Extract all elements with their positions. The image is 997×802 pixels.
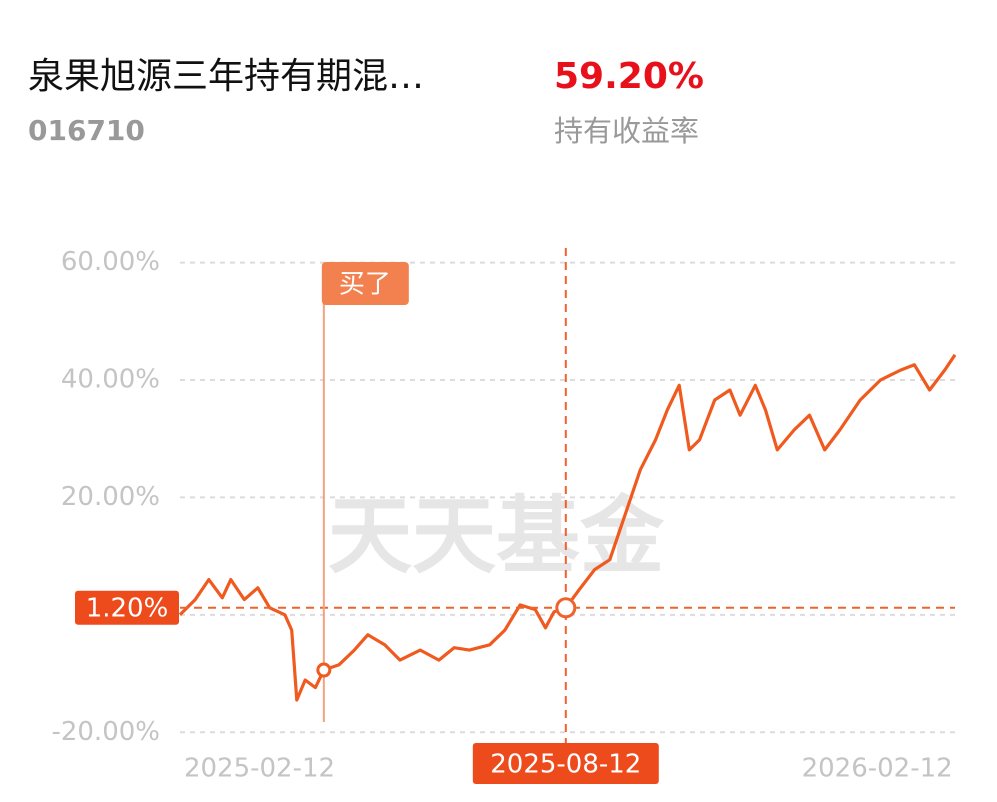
buy-marker-box (321, 262, 409, 305)
y-tick-label: 60.00% (61, 247, 160, 277)
crosshair-value-label: 1.20% (86, 593, 169, 623)
plot: 1.20% 2025-08-12 买了 (75, 248, 957, 784)
return-label: 持有收益率 (554, 114, 699, 148)
fund-code: 016710 (28, 114, 145, 147)
return-value: 59.20% (554, 56, 704, 97)
buy-marker-point (316, 662, 332, 678)
x-tick-label: 2025-02-12 (184, 754, 335, 784)
crosshair-date-box (472, 743, 659, 784)
watermark: 天天基金 (328, 486, 665, 585)
crosshair-date-label: 2025-08-12 (490, 750, 641, 780)
fund-title: 泉果旭源三年持有期混… (28, 56, 424, 97)
y-tick-label: -20.00% (51, 717, 160, 747)
line-series (178, 353, 957, 702)
y-tick-label: 40.00% (61, 365, 160, 395)
x-tick-label: 2026-02-12 (802, 754, 953, 784)
crosshair-point (555, 597, 577, 619)
crosshair-value-box (75, 590, 179, 625)
buy-marker-label: 买了 (339, 270, 391, 300)
y-tick-label: 20.00% (61, 482, 160, 512)
